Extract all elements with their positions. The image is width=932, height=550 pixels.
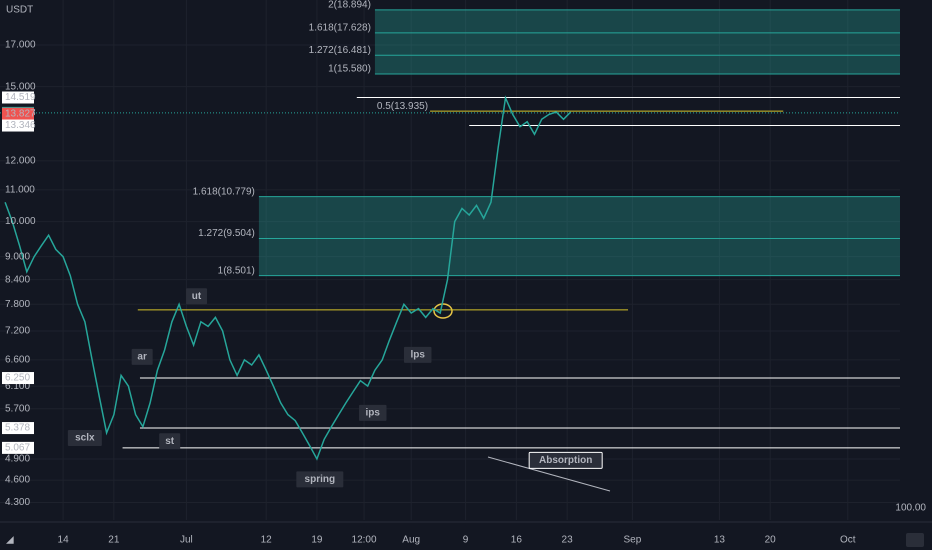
y-tick-label: 9.000 [5, 251, 30, 262]
currency-label: USDT [6, 5, 33, 16]
annotation-box [296, 471, 344, 488]
annotation-text: lps [411, 350, 426, 361]
x-tick-label: Sep [623, 535, 641, 546]
tv-logo: ◢ [6, 535, 14, 546]
annotation-box [403, 346, 432, 363]
price-tag-label: 13.827 [5, 108, 36, 119]
x-tick-label: 9 [463, 535, 469, 546]
y-tick-label: 4.900 [5, 454, 30, 465]
fib-label: 1.272(16.481) [309, 45, 371, 56]
fib-label: 1.618(17.628) [309, 23, 371, 34]
y-tick-label: 6.600 [5, 355, 30, 366]
annotation-box [159, 433, 181, 450]
price-tag-label: 14.519 [5, 92, 36, 103]
price-tag [2, 441, 34, 454]
fib-label: 1(8.501) [218, 265, 255, 276]
y-tick-label: 4.300 [5, 497, 30, 508]
x-tick-label: 13 [714, 535, 726, 546]
volume-axis-label: 100.00 [895, 503, 926, 514]
x-tick-label: 16 [511, 535, 523, 546]
annotation-text: spring [305, 474, 336, 485]
price-tag-label: 13.346 [5, 120, 36, 131]
price-tag [2, 107, 34, 120]
price-tag [2, 91, 34, 104]
highlight-circle [433, 303, 453, 319]
fib-band [374, 32, 900, 56]
y-tick-label: 7.800 [5, 299, 30, 310]
x-tick-label: 12:00 [352, 535, 377, 546]
fib-label: 2(18.894) [328, 0, 371, 10]
fib-band [258, 196, 900, 239]
fib-label: 1.272(9.504) [198, 228, 255, 239]
fib-label: 1.618(10.779) [193, 186, 255, 197]
y-tick-label: 10.000 [5, 216, 36, 227]
price-tag [2, 422, 34, 435]
x-tick-label: 20 [765, 535, 777, 546]
fib-label: 1(15.580) [328, 64, 371, 75]
annotation-text: ips [366, 407, 381, 418]
y-tick-label: 8.400 [5, 274, 30, 285]
fib-band [258, 238, 900, 276]
time-axis-bar [0, 522, 932, 550]
fib-band [374, 9, 900, 33]
x-tick-label: 21 [108, 535, 120, 546]
x-tick-label: Aug [402, 535, 420, 546]
price-tag [2, 119, 34, 132]
annotation-box [359, 404, 387, 421]
x-tick-label: 14 [58, 535, 70, 546]
annotation-box [67, 429, 102, 446]
settings-icon[interactable] [906, 533, 924, 547]
y-tick-label: 11.000 [5, 185, 35, 196]
annotation-box [528, 451, 603, 469]
y-tick-label: 12.000 [5, 156, 36, 167]
x-tick-label: 19 [311, 535, 323, 546]
y-tick-label: 4.600 [5, 475, 30, 486]
y-tick-label: 7.200 [5, 326, 30, 337]
price-tag-label: 5.378 [5, 423, 30, 434]
annotation-text: Absorption [539, 455, 592, 466]
x-tick-label: 23 [562, 535, 574, 546]
annotation-text: sclx [75, 433, 95, 444]
y-tick-label: 15.000 [5, 81, 36, 92]
x-tick-label: 12 [261, 535, 273, 546]
yellow-line-label: 0.5(13.935) [377, 101, 428, 112]
annotation-box [131, 348, 153, 365]
y-tick-label: 6.100 [5, 381, 30, 392]
annotation-box [186, 288, 208, 305]
annotation-text: ar [137, 352, 147, 363]
price-tag [2, 372, 34, 385]
x-tick-label: Jul [180, 535, 193, 546]
y-tick-label: 17.000 [5, 40, 36, 51]
fib-band [374, 55, 900, 75]
price-tag-label: 6.250 [5, 373, 30, 384]
annotation-text: st [165, 436, 175, 447]
price-tag-label: 5.067 [5, 443, 30, 454]
absorption-trendline [487, 456, 611, 492]
annotation-text: ut [192, 291, 202, 302]
x-tick-label: Oct [840, 535, 856, 546]
y-tick-label: 5.700 [5, 403, 30, 414]
price-line [4, 95, 572, 461]
